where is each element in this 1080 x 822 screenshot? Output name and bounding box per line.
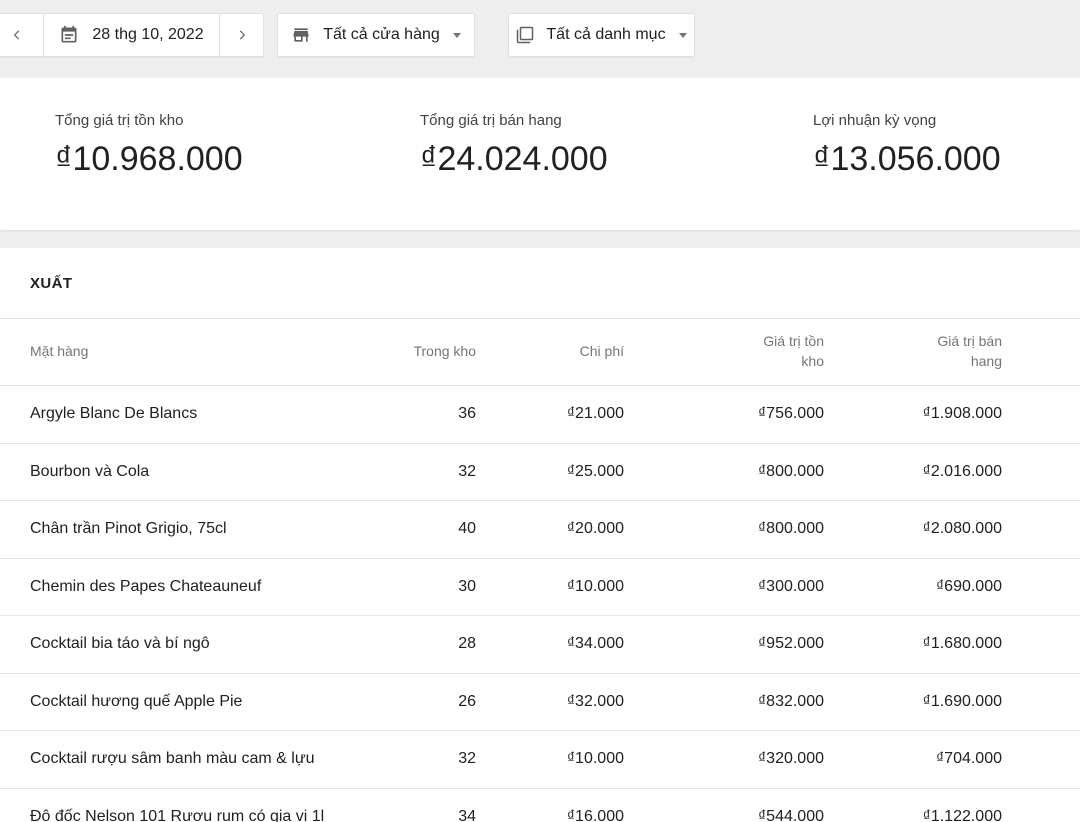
table-section-header: XUẤT — [0, 248, 1080, 319]
chevron-right-icon — [235, 28, 249, 42]
column-header-in-stock[interactable]: Trong kho — [413, 343, 476, 360]
cost-cell: ₫16.000 — [566, 807, 624, 822]
in-stock-cell: 32 — [458, 750, 476, 768]
sale-value-cell: ₫690.000 — [935, 577, 1002, 595]
in-stock-cell: 36 — [458, 405, 476, 423]
item-name-cell: Chemin des Papes Chateauneuf — [30, 577, 262, 595]
store-filter-button[interactable]: Tất cả cửa hàng — [277, 13, 475, 57]
cost-cell: ₫25.000 — [566, 462, 624, 480]
stat-label: Lợi nhuận kỳ vọng — [813, 112, 937, 129]
filter-toolbar: 28 thg 10, 2022 Tất cả cửa hàng Tất cả d… — [0, 0, 1080, 77]
category-filter-label: Tất cả danh mục — [546, 26, 666, 43]
table-body: Argyle Blanc De Blancs 36 ₫21.000 ₫756.0… — [0, 386, 1080, 822]
table-row: Chemin des Papes Chateauneuf 30 ₫10.000 … — [0, 559, 1080, 616]
in-stock-cell: 26 — [458, 692, 476, 710]
sale-value-cell: ₫1.690.000 — [922, 692, 1002, 710]
date-navigator: 28 thg 10, 2022 — [0, 13, 264, 57]
store-filter-label: Tất cả cửa hàng — [323, 26, 440, 43]
inventory-table-card: XUẤT Mặt hàng Trong kho Chi phí Giá trị … — [0, 248, 1080, 822]
item-name-cell: Chân trần Pinot Grigio, 75cl — [30, 520, 227, 538]
cost-cell: ₫21.000 — [566, 405, 624, 423]
table-row: Cocktail hương quế Apple Pie 26 ₫32.000 … — [0, 674, 1080, 731]
column-header-stock-value[interactable]: Giá trị tồn kho — [763, 333, 824, 369]
in-stock-cell: 32 — [458, 462, 476, 480]
stat-label: Tổng giá trị bán hang — [420, 112, 562, 129]
sale-value-cell: ₫2.080.000 — [922, 520, 1002, 538]
summary-card: Tổng giá trị tồn kho ₫10.968.000 Tổng gi… — [0, 78, 1080, 230]
item-name-cell: Bourbon và Cola — [30, 462, 150, 480]
category-icon — [516, 26, 534, 44]
in-stock-cell: 30 — [458, 577, 476, 595]
sale-value-cell: ₫704.000 — [935, 750, 1002, 768]
stock-value-cell: ₫756.000 — [757, 405, 824, 423]
stock-value-cell: ₫300.000 — [757, 577, 824, 595]
table-row: Chân trần Pinot Grigio, 75cl 40 ₫20.000 … — [0, 501, 1080, 559]
table-row: Đô đốc Nelson 101 Rượu rum có gia vị 1l … — [0, 789, 1080, 822]
column-header-item[interactable]: Mặt hàng — [30, 343, 89, 360]
sale-value-cell: ₫1.122.000 — [922, 807, 1002, 822]
store-icon — [291, 25, 311, 45]
stat-value: ₫24.024.000 — [420, 140, 608, 178]
in-stock-cell: 34 — [458, 807, 476, 822]
stock-value-cell: ₫800.000 — [757, 462, 824, 480]
stock-value-cell: ₫800.000 — [757, 520, 824, 538]
stat-expected-profit: Lợi nhuận kỳ vọng ₫13.056.000 — [813, 78, 1001, 179]
section-title: XUẤT — [30, 274, 73, 292]
next-date-button[interactable] — [219, 14, 263, 56]
in-stock-cell: 28 — [458, 635, 476, 653]
table-header-row: Mặt hàng Trong kho Chi phí Giá trị tồn k… — [0, 319, 1080, 386]
stat-retail-value: Tổng giá trị bán hang ₫24.024.000 — [420, 78, 608, 179]
table-row: Argyle Blanc De Blancs 36 ₫21.000 ₫756.0… — [0, 386, 1080, 444]
column-header-cost[interactable]: Chi phí — [579, 343, 624, 360]
stat-label: Tổng giá trị tồn kho — [55, 112, 184, 129]
stock-value-cell: ₫544.000 — [757, 807, 824, 822]
item-name-cell: Cocktail hương quế Apple Pie — [30, 692, 243, 710]
sale-value-cell: ₫2.016.000 — [922, 462, 1002, 480]
sale-value-cell: ₫1.908.000 — [922, 405, 1002, 423]
table-row: Bourbon và Cola 32 ₫25.000 ₫800.000 ₫2.0… — [0, 444, 1080, 501]
item-name-cell: Cocktail bia táo và bí ngô — [30, 635, 210, 653]
chevron-down-icon — [452, 32, 461, 38]
stock-value-cell: ₫320.000 — [757, 750, 824, 768]
stock-value-cell: ₫832.000 — [757, 692, 824, 710]
calendar-icon — [59, 25, 79, 45]
stat-stock-value: Tổng giá trị tồn kho ₫10.968.000 — [55, 78, 243, 179]
table-row: Cocktail bia táo và bí ngô 28 ₫34.000 ₫9… — [0, 616, 1080, 674]
cost-cell: ₫20.000 — [566, 520, 624, 538]
cost-cell: ₫10.000 — [566, 750, 624, 768]
item-name-cell: Cocktail rượu sâm banh màu cam & lựu — [30, 750, 315, 768]
column-header-sale-value[interactable]: Giá trị bán hang — [937, 333, 1002, 369]
cost-cell: ₫34.000 — [566, 635, 624, 653]
sale-value-cell: ₫1.680.000 — [922, 635, 1002, 653]
cost-cell: ₫10.000 — [566, 577, 624, 595]
stat-value: ₫13.056.000 — [813, 140, 1001, 178]
chevron-left-icon — [10, 28, 24, 42]
chevron-down-icon — [678, 32, 687, 38]
date-picker-label: 28 thg 10, 2022 — [92, 26, 204, 43]
item-name-cell: Argyle Blanc De Blancs — [30, 405, 198, 423]
date-picker-button[interactable]: 28 thg 10, 2022 — [43, 14, 219, 56]
prev-date-button[interactable] — [0, 14, 43, 56]
item-name-cell: Đô đốc Nelson 101 Rượu rum có gia vị 1l — [30, 807, 325, 822]
category-filter-button[interactable]: Tất cả danh mục — [508, 13, 695, 57]
stat-value: ₫10.968.000 — [55, 140, 243, 178]
table-row: Cocktail rượu sâm banh màu cam & lựu 32 … — [0, 731, 1080, 789]
stock-value-cell: ₫952.000 — [757, 635, 824, 653]
in-stock-cell: 40 — [458, 520, 476, 538]
cost-cell: ₫32.000 — [566, 692, 624, 710]
